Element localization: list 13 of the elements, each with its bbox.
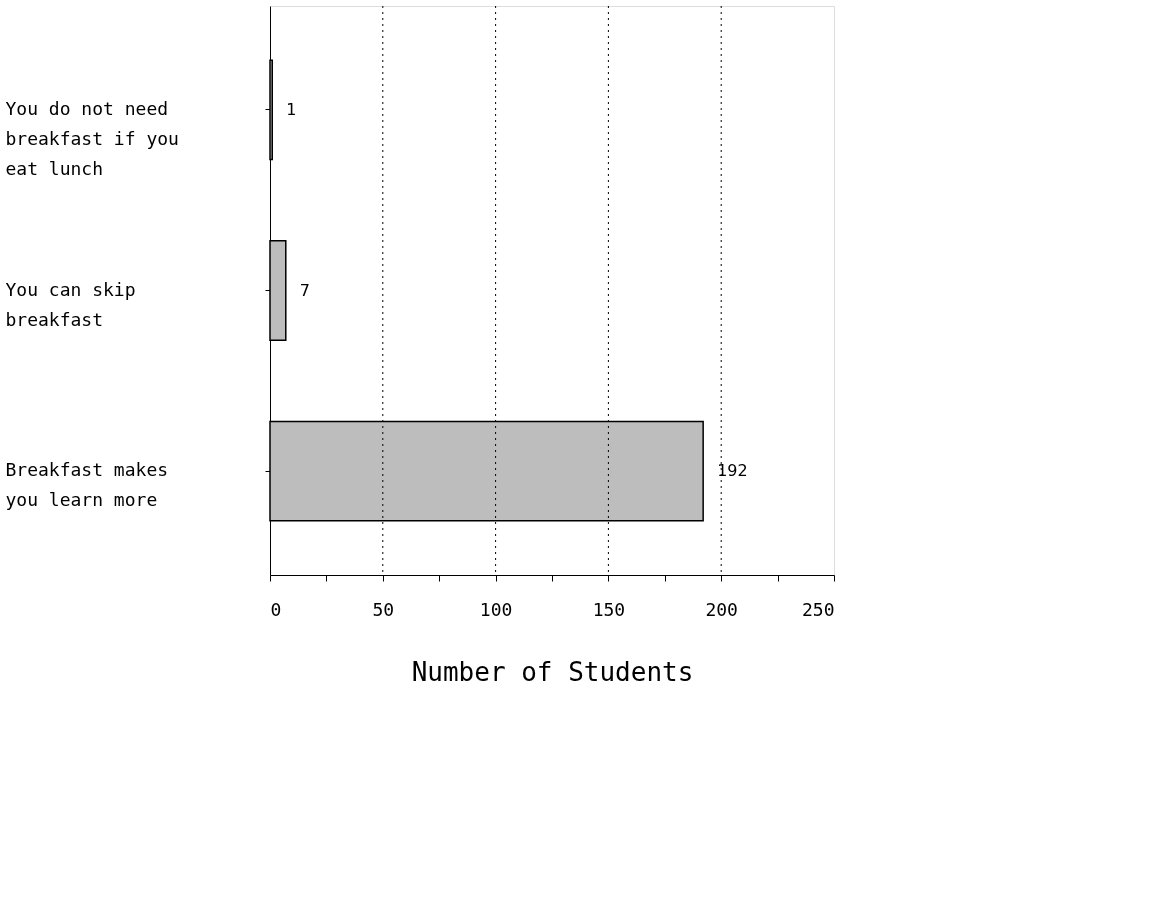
- x-tick-label: 0: [270, 598, 282, 620]
- x-axis-title: Number of Students: [411, 656, 694, 687]
- data-label: 192: [717, 461, 748, 481]
- x-tick-label: 250: [801, 598, 835, 620]
- y-tick-label: You can skip breakfast: [5, 278, 136, 330]
- x-tick-label: 150: [592, 598, 626, 620]
- x-tick-label: 50: [372, 598, 395, 620]
- data-label: 7: [299, 280, 310, 300]
- y-tick-label: You do not need breakfast if you eat lunch: [5, 97, 179, 179]
- x-tick-label: 200: [705, 598, 738, 620]
- data-label: 1: [286, 99, 297, 119]
- x-tick-label: 100: [479, 598, 513, 620]
- y-tick-label: Breakfast makes you learn more: [5, 459, 169, 511]
